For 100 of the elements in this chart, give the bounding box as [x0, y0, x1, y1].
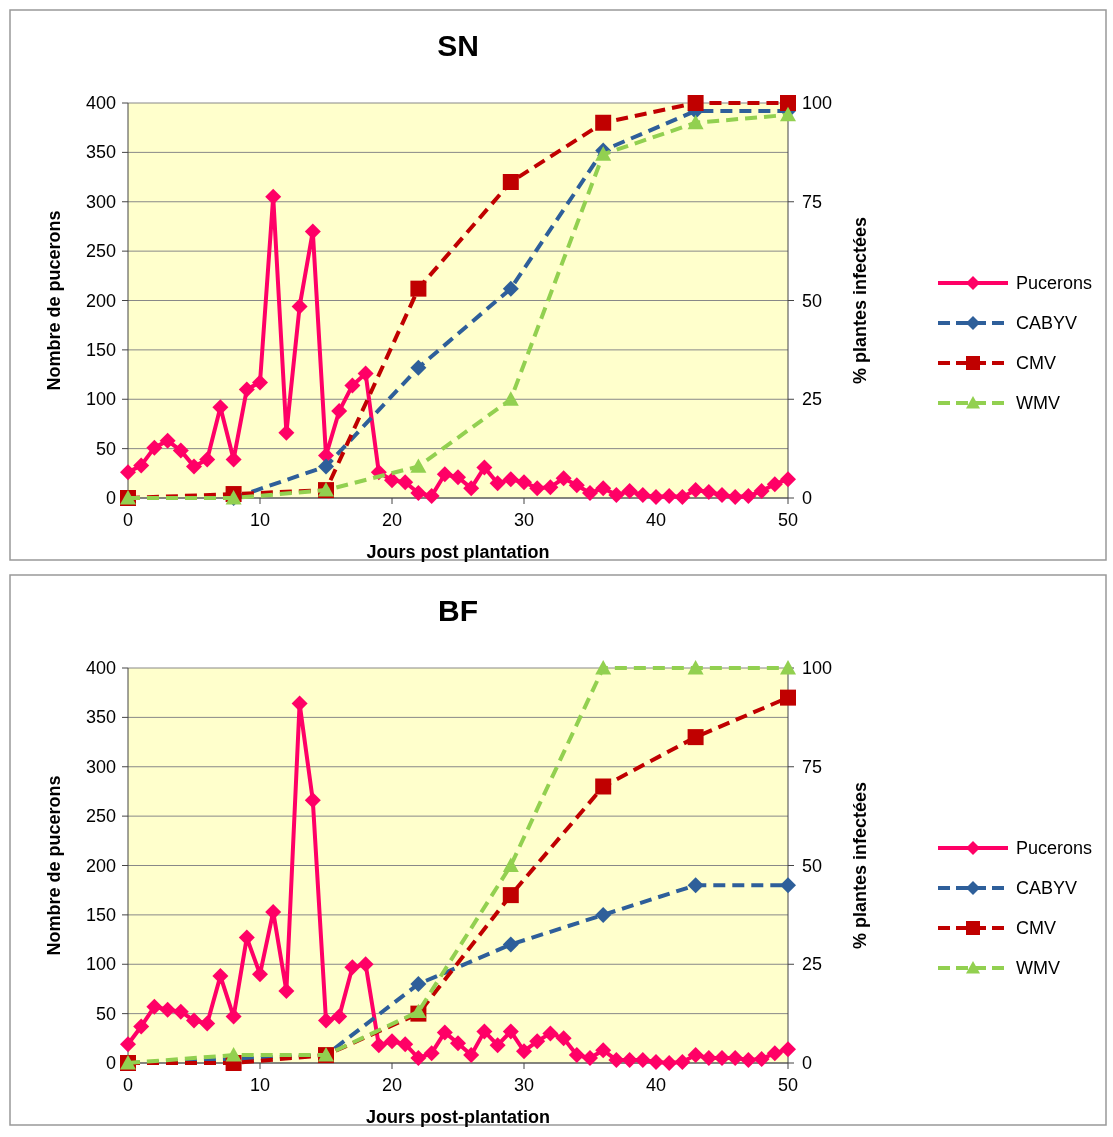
chart-title: BF [438, 594, 478, 627]
x-tick-label: 10 [249, 1075, 271, 1095]
legend-label: CABYV [1016, 878, 1078, 898]
point [687, 877, 704, 894]
legend-label: WMV [1016, 393, 1060, 413]
point [529, 1033, 546, 1050]
point [766, 1045, 783, 1062]
point [199, 1015, 216, 1032]
point [687, 95, 704, 111]
point [423, 488, 440, 505]
x-tick-label: 40 [645, 510, 667, 530]
legend-label: CABYV [1016, 313, 1078, 333]
y-tick-label: 350 [85, 142, 116, 163]
point [410, 359, 427, 376]
y-axis-title: Nombre de pucerons [44, 775, 64, 956]
x-tick-label: 20 [381, 1075, 403, 1095]
y-axis-title: Nombre de pucerons [44, 210, 64, 391]
x-tick-label: 10 [249, 510, 271, 530]
point [410, 976, 427, 992]
x-tick-label: 40 [645, 1075, 667, 1095]
point [502, 471, 519, 488]
point [318, 1012, 334, 1029]
point [436, 1024, 453, 1041]
y2-tick-label: 25 [802, 954, 823, 975]
point [463, 1047, 480, 1064]
point [687, 729, 704, 746]
y-tick-label: 50 [95, 1003, 116, 1024]
point [780, 877, 796, 894]
point [595, 906, 612, 923]
point [410, 280, 427, 297]
point [357, 365, 374, 382]
y-tick-label: 0 [105, 488, 116, 508]
point [186, 1012, 202, 1029]
point [661, 1055, 678, 1071]
point [595, 660, 612, 675]
point [331, 403, 348, 420]
y-tick-label: 250 [85, 241, 116, 262]
y2-tick-label: 25 [802, 389, 823, 410]
point [476, 459, 493, 476]
point [291, 298, 308, 315]
point [133, 457, 150, 474]
y-tick-label: 400 [85, 658, 116, 678]
point [172, 442, 189, 459]
point [304, 792, 321, 809]
point [265, 188, 282, 205]
point [753, 483, 770, 500]
point [450, 469, 466, 486]
x-axis-title: Jours post-plantation [366, 1107, 550, 1127]
point [595, 1042, 612, 1059]
point [595, 146, 612, 161]
point [648, 1054, 664, 1071]
point [146, 439, 163, 456]
y-tick-label: 400 [85, 93, 116, 113]
x-tick-label: 30 [513, 1075, 535, 1095]
y2-tick-label: 0 [802, 1053, 813, 1073]
point [555, 470, 572, 487]
point [502, 857, 519, 872]
y-tick-label: 250 [85, 806, 116, 827]
point [595, 114, 612, 131]
point [582, 1050, 598, 1067]
legend-label: CMV [1016, 353, 1056, 373]
point [344, 959, 361, 976]
y-tick-label: 150 [85, 904, 116, 925]
point [595, 480, 612, 497]
point [687, 1047, 704, 1064]
point [740, 488, 757, 505]
point [463, 480, 480, 497]
y-tick-label: 200 [85, 855, 116, 876]
point [542, 479, 559, 496]
y2-tick-label: 75 [802, 756, 823, 777]
point [252, 966, 268, 983]
point [450, 1035, 466, 1052]
point [555, 1030, 572, 1047]
point [687, 114, 704, 130]
point [423, 1045, 440, 1062]
point [648, 489, 664, 506]
point [159, 1001, 176, 1018]
y2-axis-title: % plantes infectées [850, 216, 870, 385]
y2-tick-label: 100 [802, 658, 833, 678]
point [608, 487, 625, 504]
point [120, 464, 136, 481]
y-tick-label: 350 [85, 707, 116, 728]
point [714, 487, 730, 504]
y2-tick-label: 100 [802, 93, 833, 113]
point [727, 1050, 744, 1067]
point [780, 689, 796, 706]
x-tick-label: 0 [122, 1075, 134, 1095]
point [238, 381, 255, 398]
point [740, 1052, 757, 1069]
point [727, 489, 744, 506]
point [516, 1043, 532, 1060]
point [318, 458, 334, 475]
point [331, 1008, 348, 1025]
y2-tick-label: 50 [802, 290, 823, 311]
point [410, 1050, 427, 1067]
point [529, 480, 546, 497]
point [252, 374, 268, 391]
point [700, 1050, 717, 1067]
point [291, 695, 308, 712]
point [489, 1037, 506, 1054]
